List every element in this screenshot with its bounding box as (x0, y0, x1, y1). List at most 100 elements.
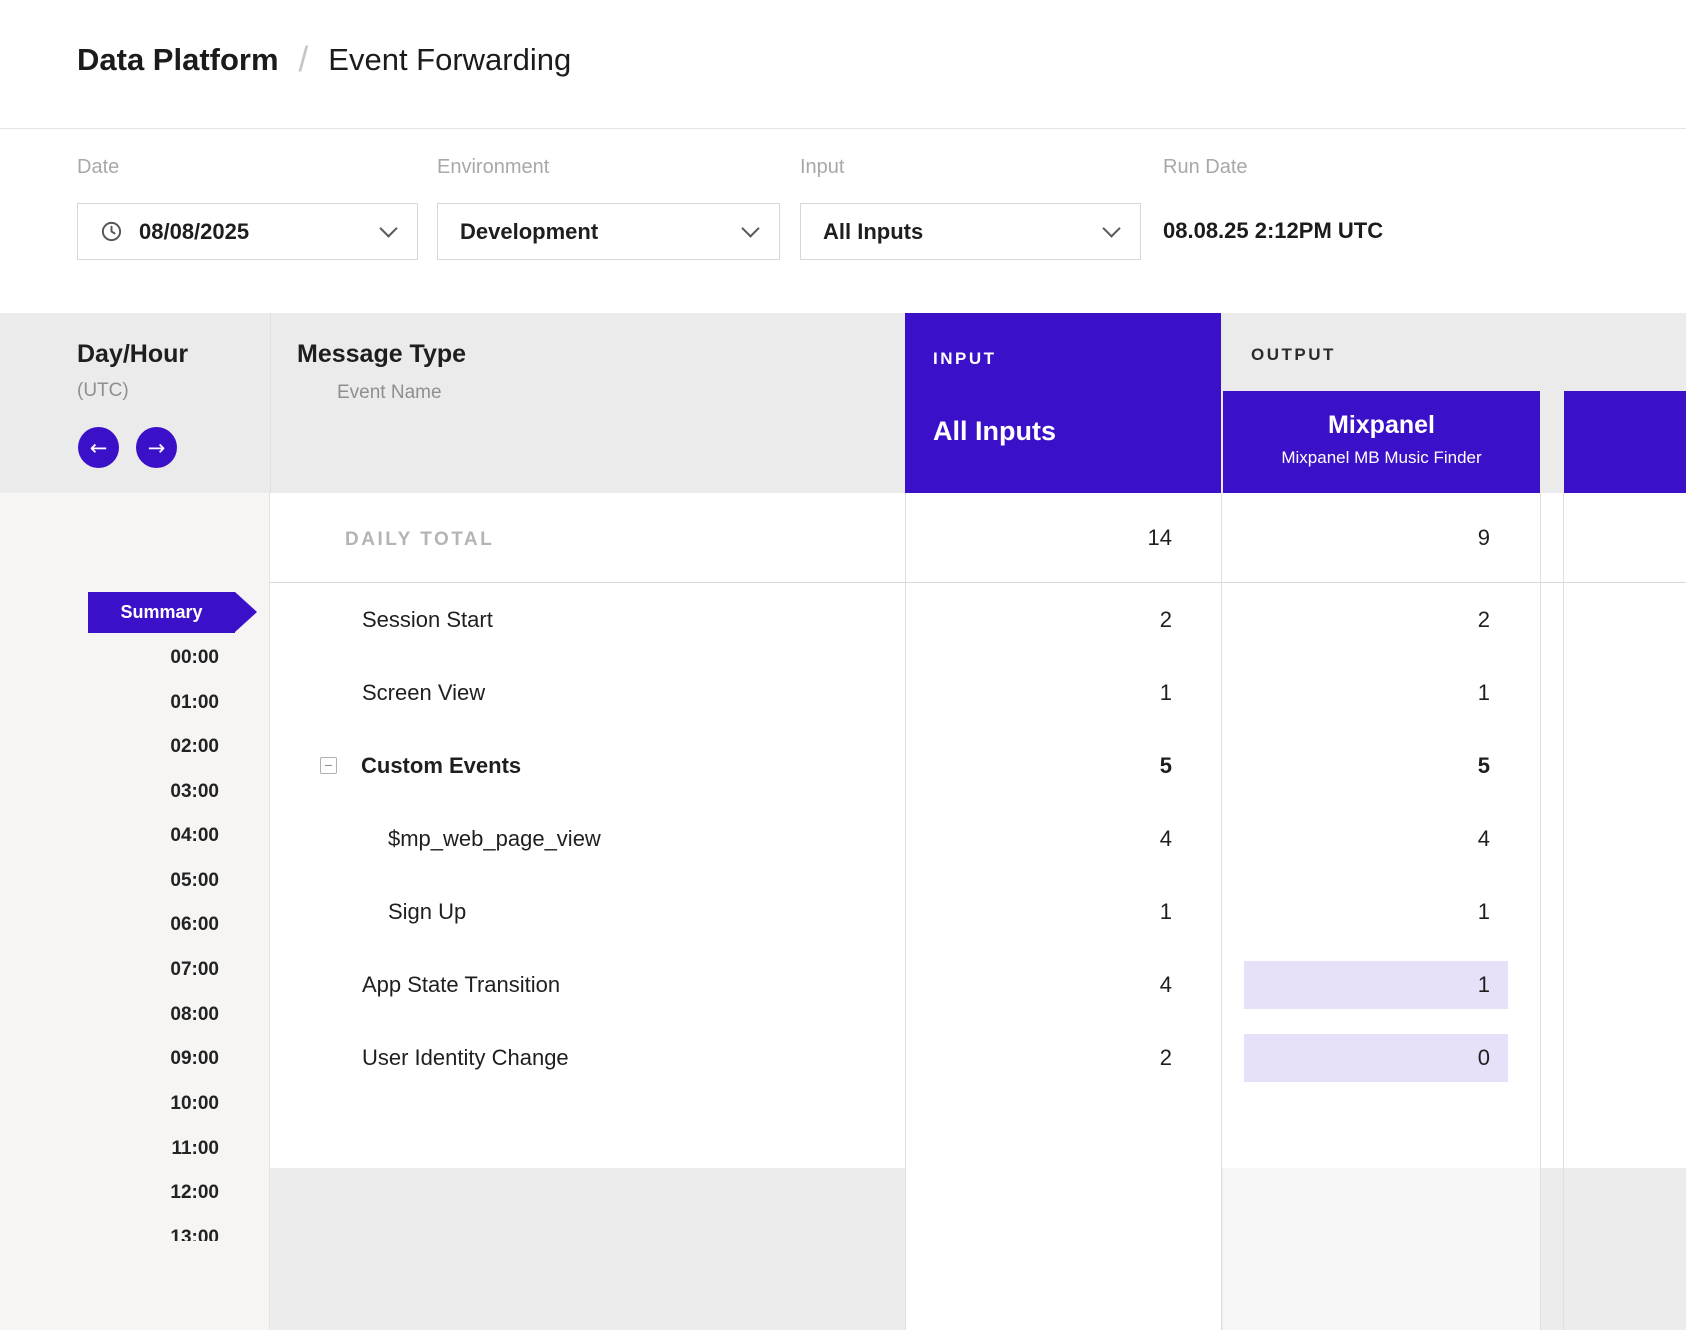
hour-row-04[interactable]: 04:00 (170, 825, 219, 846)
row-input-value: 2 (1159, 606, 1172, 632)
output-column-header-mixpanel[interactable]: Mixpanel Mixpanel MB Music Finder (1223, 391, 1540, 493)
row-output-value: 1 (1477, 898, 1490, 924)
input-column-strip (905, 1168, 1221, 1330)
row-name: Custom Events (361, 752, 522, 778)
page-title: Event Forwarding (328, 42, 572, 77)
row-name: Screen View (362, 679, 486, 705)
row-name-cell: User Identity Change (270, 1045, 905, 1071)
clock-icon (100, 220, 123, 243)
row-name-cell: Screen View (270, 680, 905, 706)
breadcrumb-separator: / (298, 40, 309, 79)
column-border (1540, 493, 1541, 1330)
message-type-title: Message Type (297, 340, 467, 368)
breadcrumb-parent[interactable]: Data Platform (77, 42, 279, 77)
hour-row-10[interactable]: 10:00 (170, 1093, 219, 1114)
table-row[interactable]: Screen View 1 1 (270, 656, 1686, 729)
arrow-right-icon: → (147, 435, 166, 460)
column-border (1563, 493, 1564, 1330)
row-output-value: 5 (1477, 752, 1490, 778)
row-input-value: 1 (1159, 679, 1172, 705)
run-date-value: 08.08.25 2:12PM UTC (1163, 218, 1384, 243)
row-input-value: 2 (1159, 1044, 1172, 1070)
table-row-custom-events[interactable]: − Custom Events 5 5 (270, 729, 1686, 802)
hour-row-09[interactable]: 09:00 (170, 1048, 219, 1069)
row-name: Session Start (362, 606, 493, 632)
column-border (905, 493, 906, 1330)
input-select-value: All Inputs (823, 218, 924, 244)
daily-total-output-value: 9 (1477, 524, 1490, 550)
day-hour-title: Day/Hour (77, 340, 189, 368)
row-name-cell: App State Transition (270, 972, 905, 998)
grid-header: Day/Hour (UTC) ← → Message Type Event Na… (0, 313, 1686, 493)
summary-badge[interactable]: Summary (88, 592, 257, 633)
row-output-value: 4 (1477, 825, 1490, 851)
hours-list: 00:00 01:00 02:00 03:00 04:00 05:00 06:0… (0, 493, 269, 1241)
collapse-icon[interactable]: − (320, 757, 337, 774)
chevron-down-icon (379, 219, 398, 238)
hour-row-13[interactable]: 13:00 (170, 1227, 219, 1241)
row-name: User Identity Change (362, 1044, 569, 1070)
run-date-label: Run Date (1163, 156, 1248, 178)
hour-row-00[interactable]: 00:00 (170, 647, 219, 668)
hour-row-12[interactable]: 12:00 (170, 1182, 219, 1203)
row-name-cell: $mp_web_page_view (270, 826, 905, 852)
environment-filter-label: Environment (437, 156, 550, 178)
hour-sidebar: Summary 00:00 01:00 02:00 03:00 04:00 05… (0, 493, 270, 1330)
row-name: $mp_web_page_view (388, 825, 601, 851)
hour-row-05[interactable]: 05:00 (170, 870, 219, 891)
output-column-strip (1223, 1168, 1540, 1330)
hour-row-03[interactable]: 03:00 (170, 781, 219, 802)
input-filter-label: Input (800, 156, 845, 178)
table-row[interactable]: User Identity Change 2 0 (270, 1021, 1686, 1094)
table-row[interactable]: Session Start 2 2 (270, 583, 1686, 656)
date-select[interactable]: 08/08/2025 (77, 203, 418, 260)
output-column-name: Mixpanel (1328, 411, 1435, 439)
previous-day-button[interactable]: ← (78, 427, 119, 468)
row-input-value: 4 (1159, 971, 1172, 997)
environment-select-value: Development (460, 218, 599, 244)
header-column-divider (270, 313, 271, 493)
daily-total-label-cell: DAILY TOTAL (270, 525, 905, 551)
next-day-button[interactable]: → (136, 427, 177, 468)
input-select[interactable]: All Inputs (800, 203, 1141, 260)
table-row[interactable]: App State Transition 4 1 (270, 948, 1686, 1021)
row-input-value: 1 (1159, 898, 1172, 924)
date-select-value: 08/08/2025 (139, 218, 250, 244)
row-output-value: 2 (1477, 606, 1490, 632)
output-column-subtitle: Mixpanel MB Music Finder (1281, 448, 1482, 467)
highlighted-output-value: 1 (1244, 960, 1508, 1009)
row-output-cell: 0 (1221, 1033, 1540, 1082)
daily-total-input-value: 14 (1147, 524, 1172, 550)
chevron-down-icon (1102, 219, 1121, 238)
row-name-cell: − Custom Events (270, 753, 905, 779)
date-filter-label: Date (77, 156, 120, 178)
hour-row-07[interactable]: 07:00 (170, 959, 219, 980)
row-output-cell: 1 (1221, 960, 1540, 1009)
topbar: Data Platform / Event Forwarding (0, 0, 1686, 129)
hour-row-06[interactable]: 06:00 (170, 914, 219, 935)
row-input-value: 5 (1159, 752, 1172, 778)
input-column-header[interactable]: INPUT All Inputs (905, 313, 1221, 493)
hour-row-02[interactable]: 02:00 (170, 736, 219, 757)
daily-total-label: DAILY TOTAL (345, 528, 495, 550)
input-column-value: All Inputs (933, 416, 1056, 446)
table-row[interactable]: Sign Up 1 1 (270, 875, 1686, 948)
environment-select[interactable]: Development (437, 203, 780, 260)
hour-row-11[interactable]: 11:00 (171, 1138, 219, 1159)
filters-bar: Date Environment Input Run Date 08/08/20… (0, 130, 1686, 314)
table-row[interactable]: $mp_web_page_view 4 4 (270, 802, 1686, 875)
hour-row-08[interactable]: 08:00 (170, 1004, 219, 1025)
breadcrumb: Data Platform / Event Forwarding (77, 40, 571, 80)
event-name-subtitle: Event Name (337, 382, 442, 403)
output-column-header-partial[interactable] (1564, 391, 1686, 493)
chevron-down-icon (741, 219, 760, 238)
unfilled-hours-area (270, 1168, 1686, 1330)
table-rows: DAILY TOTAL 14 9 Session Start 2 2 Scree… (270, 493, 1686, 1330)
day-hour-subtitle: (UTC) (77, 380, 129, 401)
output-section-label: OUTPUT (1251, 345, 1336, 364)
row-output-value: 1 (1477, 679, 1490, 705)
daily-total-row: DAILY TOTAL 14 9 (270, 493, 1686, 583)
hour-row-01[interactable]: 01:00 (170, 692, 219, 713)
row-name: Sign Up (388, 898, 467, 924)
